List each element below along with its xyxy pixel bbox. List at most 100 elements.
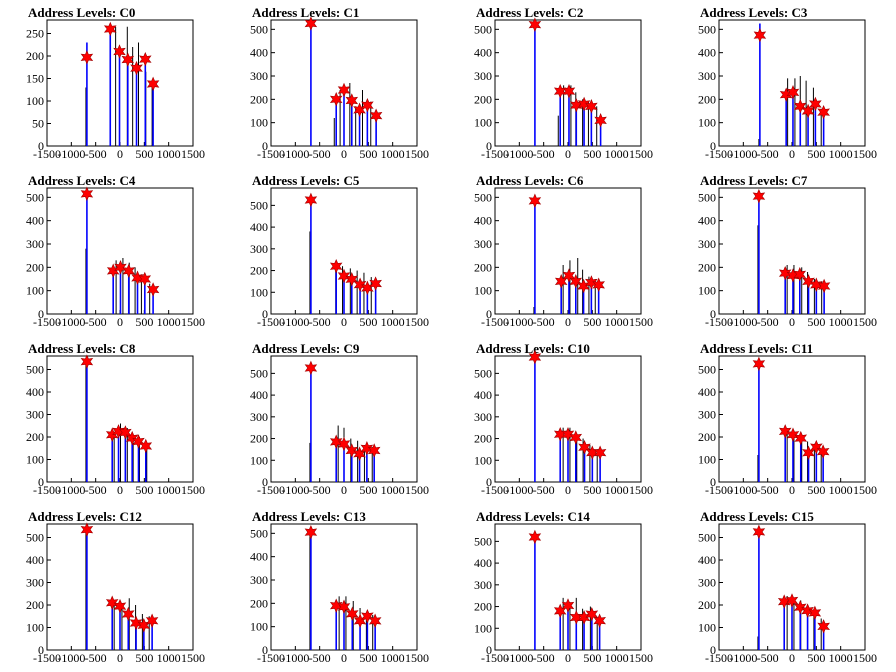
x-tick-label: 0 xyxy=(565,483,571,497)
x-tick-label: 1500 xyxy=(629,147,653,161)
peak-marker xyxy=(304,16,318,31)
chart-title: Address Levels: C3 xyxy=(700,5,808,20)
peak-marker xyxy=(103,21,117,37)
chart-panel-5: Address Levels: C50100200300400500-1500-… xyxy=(250,173,429,329)
y-tick-label: 500 xyxy=(26,363,44,377)
peak-marker xyxy=(577,96,591,112)
peak-marker xyxy=(569,430,583,445)
x-tick-label: 1000 xyxy=(381,651,405,665)
x-tick-label: 1500 xyxy=(181,651,205,665)
x-tick-label: -1000 xyxy=(57,147,85,161)
y-tick-label: 150 xyxy=(26,72,44,86)
x-tick-label: 1500 xyxy=(853,651,877,665)
peak-marker xyxy=(778,424,792,439)
x-tick-label: -500 xyxy=(85,651,107,665)
y-tick-label: 200 xyxy=(474,92,492,106)
x-tick-label: 1000 xyxy=(157,483,181,497)
chart-title: Address Levels: C2 xyxy=(476,5,583,20)
y-tick-label: 500 xyxy=(250,22,268,36)
peak-marker xyxy=(337,599,351,615)
x-tick-label: 1500 xyxy=(181,483,205,497)
y-tick-label: 500 xyxy=(250,526,268,540)
x-tick-label: 500 xyxy=(807,483,825,497)
chart-panel-7: Address Levels: C70100200300400500-1500-… xyxy=(698,173,877,329)
y-tick-label: 300 xyxy=(474,410,492,424)
peak-marker xyxy=(80,522,94,537)
y-tick-label: 100 xyxy=(250,453,268,467)
x-tick-label: 0 xyxy=(789,315,795,329)
y-tick-label: 200 xyxy=(698,92,716,106)
chart-panel-13: Address Levels: C13 0 100 200 300 400 500 -1500… xyxy=(250,509,429,665)
chart-panel-15: Address Levels: C15 0 100 200 300 400 500 -1500… xyxy=(698,509,877,665)
y-tick-label: 200 xyxy=(698,598,716,612)
chart-title: Address Levels: C13 xyxy=(252,509,366,524)
y-tick-label: 0 xyxy=(710,643,716,657)
peak-marker xyxy=(778,265,792,281)
y-tick-label: 400 xyxy=(26,214,44,228)
y-tick-label: 100 xyxy=(26,94,44,108)
peak-marker xyxy=(562,83,576,99)
y-tick-label: 400 xyxy=(698,214,716,228)
peak-marker xyxy=(304,192,318,208)
x-tick-label: 1500 xyxy=(405,483,429,497)
peak-marker xyxy=(793,99,807,114)
x-tick-label: 0 xyxy=(565,651,571,665)
y-tick-label: 400 xyxy=(26,553,44,567)
peak-marker xyxy=(368,613,382,629)
x-tick-label: -1500 xyxy=(481,651,509,665)
peak-marker xyxy=(793,600,807,615)
x-tick-label: 1000 xyxy=(157,147,181,161)
peak-marker xyxy=(367,443,381,458)
peak-marker xyxy=(304,360,318,376)
x-tick-label: -500 xyxy=(533,651,555,665)
chart-title: Address Levels: C1 xyxy=(252,5,359,20)
peak-marker xyxy=(802,274,815,289)
x-tick-label: 0 xyxy=(565,147,571,161)
x-tick-label: 1500 xyxy=(853,483,877,497)
y-tick-label: 100 xyxy=(474,453,492,467)
x-tick-label: 1000 xyxy=(381,483,405,497)
y-tick-label: 0 xyxy=(486,643,492,657)
x-tick-label: 500 xyxy=(359,147,377,161)
chart-title: Address Levels: C4 xyxy=(28,173,136,188)
y-tick-label: 300 xyxy=(474,69,492,83)
x-tick-label: 1000 xyxy=(605,147,629,161)
chart-title: Address Levels: C5 xyxy=(252,173,360,188)
y-tick-label: 100 xyxy=(698,621,716,635)
y-tick-label: 500 xyxy=(474,22,492,36)
x-tick-label: -500 xyxy=(309,483,331,497)
x-tick-label: -1500 xyxy=(481,147,509,161)
y-tick-label: 500 xyxy=(698,363,716,377)
peak-marker xyxy=(122,263,136,279)
y-tick-label: 100 xyxy=(250,116,268,130)
y-tick-label: 100 xyxy=(26,453,44,467)
y-tick-label: 0 xyxy=(486,139,492,153)
peak-marker xyxy=(353,277,367,292)
peak-marker xyxy=(817,104,830,120)
x-tick-label: 1000 xyxy=(605,483,629,497)
peak-marker xyxy=(528,193,542,209)
x-tick-label: 0 xyxy=(341,315,347,329)
peak-marker xyxy=(752,524,766,540)
x-tick-label: 500 xyxy=(359,315,377,329)
x-tick-label: -1500 xyxy=(705,147,733,161)
x-tick-label: 1500 xyxy=(629,651,653,665)
peak-marker xyxy=(569,610,583,625)
peak-marker xyxy=(337,82,351,98)
y-tick-label: 200 xyxy=(26,49,44,63)
chart-panel-11: Address Levels: C11 0 100 200 300 400 500 -1500… xyxy=(698,341,877,497)
plot-frame xyxy=(718,187,866,315)
x-tick-label: -1000 xyxy=(505,483,533,497)
peak-marker xyxy=(586,445,599,460)
peak-marker xyxy=(793,267,807,282)
x-tick-label: -1000 xyxy=(729,483,757,497)
x-tick-label: 1000 xyxy=(605,651,629,665)
chart-panel-4: Address Levels: C40100200300400500-1500-… xyxy=(26,173,205,329)
y-tick-label: 0 xyxy=(710,139,716,153)
peak-marker xyxy=(369,276,382,291)
x-tick-label: 0 xyxy=(789,651,795,665)
peak-marker xyxy=(786,427,800,443)
peak-marker xyxy=(113,44,126,59)
y-tick-label: 100 xyxy=(250,285,268,299)
x-tick-label: 1000 xyxy=(381,147,405,161)
